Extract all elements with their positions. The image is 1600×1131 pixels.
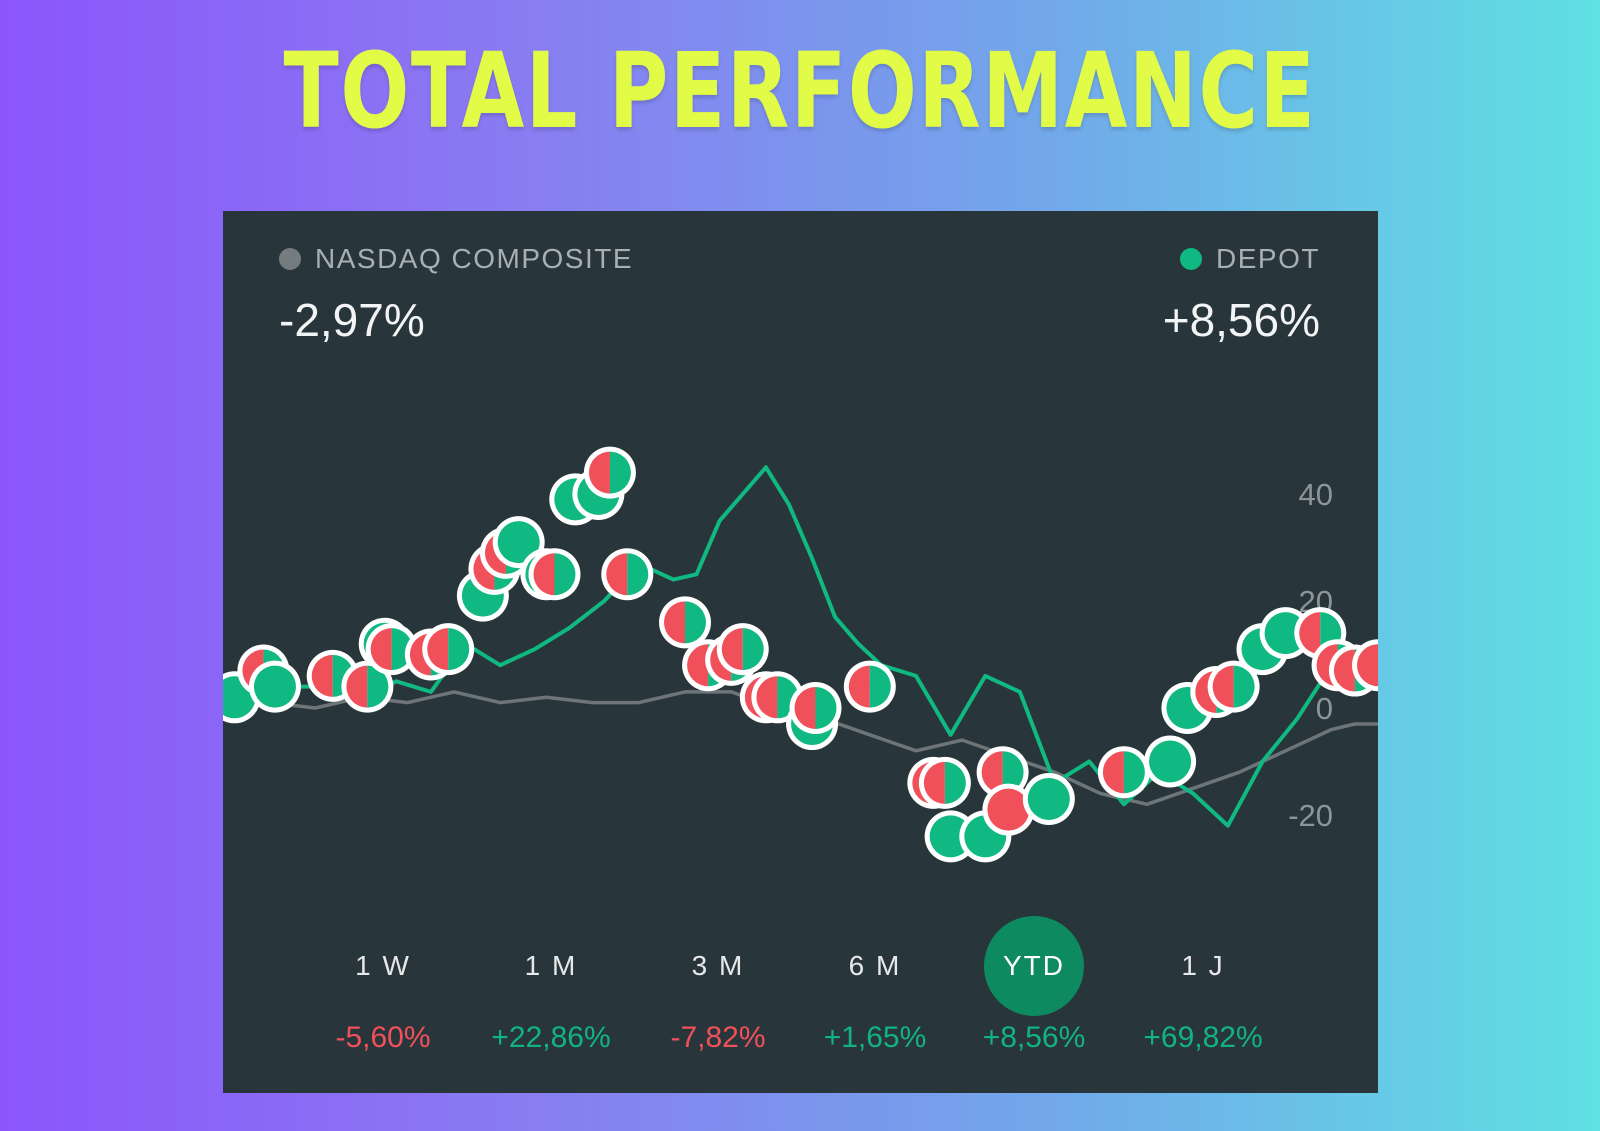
trade-marker-sell-half — [427, 628, 449, 671]
trade-marker-mixed — [1097, 746, 1150, 799]
depot-legend-label: DEPOT — [1216, 243, 1320, 274]
tab-return-ytd: +8,56% — [982, 1021, 1086, 1054]
trade-marker-sell-half — [533, 553, 555, 596]
tab-1m[interactable]: 1 M — [524, 950, 578, 981]
trade-marker-fill — [253, 665, 296, 708]
trade-marker-mixed — [583, 446, 636, 499]
trade-marker-buy-half — [448, 628, 470, 671]
trade-marker-buy-half — [1002, 751, 1024, 794]
trade-marker-sell-half — [721, 628, 743, 671]
trade-marker-buy — [1022, 772, 1075, 825]
tab-1w[interactable]: 1 W — [355, 950, 411, 981]
trade-marker-sell-half — [346, 665, 368, 708]
trade-marker-mixed — [789, 682, 842, 734]
trade-marker-buy — [1144, 735, 1197, 788]
tab-return-1j: +69,82% — [1143, 1021, 1263, 1054]
legend-index: NASDAQ COMPOSITE — [279, 243, 633, 275]
trade-marker-buy-half — [815, 687, 837, 729]
trade-marker-fill — [1027, 777, 1070, 820]
trade-marker-mixed — [341, 660, 394, 713]
index-legend-dot — [279, 248, 301, 270]
trade-marker-buy-half — [609, 451, 631, 494]
trade-marker-mixed — [1352, 639, 1378, 692]
trade-marker-sell-half — [588, 451, 610, 494]
tab-ytd[interactable]: YTD — [984, 916, 1084, 1016]
trade-marker-fill — [987, 788, 1030, 831]
trade-marker-fill — [1264, 612, 1307, 655]
trade-marker-sell-half — [1357, 644, 1378, 687]
trade-marker-mixed — [1207, 660, 1260, 713]
page-headline: TOTAL PERFORMANCE — [283, 30, 1317, 152]
trade-marker-mixed — [422, 623, 475, 676]
series-line-depot — [223, 465, 1378, 828]
trade-marker-sell-half — [981, 751, 1003, 794]
tab-6m[interactable]: 6 M — [848, 950, 902, 981]
trade-marker-buy-half — [627, 553, 649, 596]
trade-marker-mixed — [601, 548, 654, 601]
tab-return-3m: -7,82% — [670, 1021, 766, 1054]
trade-marker-sell-half — [1333, 649, 1355, 692]
trade-marker-mixed — [659, 596, 711, 649]
trade-marker-sell-half — [664, 601, 685, 644]
trade-marker-buy-half — [1233, 665, 1255, 708]
legend-depot: DEPOT — [1180, 243, 1320, 275]
trade-marker-buy-half — [869, 665, 891, 708]
trade-marker-buy-half — [1123, 751, 1145, 794]
performance-card: NASDAQ COMPOSITE -2,97% DEPOT +8,56% 40 2… — [223, 211, 1378, 1093]
tab-return-1m: +22,86% — [491, 1021, 611, 1054]
trade-marker-sell-half — [1102, 751, 1124, 794]
tab-3m[interactable]: 3 M — [691, 950, 745, 981]
y-tick-label: 40 — [1299, 477, 1333, 512]
trade-marker-sell-half — [606, 553, 628, 596]
trade-marker-sell-half — [687, 644, 709, 687]
index-performance-value: -2,97% — [279, 294, 425, 346]
index-legend-label: NASDAQ COMPOSITE — [315, 243, 634, 274]
trade-marker-sell-half — [848, 665, 870, 708]
y-tick-label: -20 — [1288, 798, 1333, 833]
trade-marker-buy-half — [742, 628, 764, 671]
trade-marker-buy-half — [554, 553, 576, 596]
trade-marker-sell-half — [794, 687, 816, 729]
trade-marker-sell-half — [370, 628, 392, 671]
trade-markers — [223, 446, 1378, 863]
depot-performance-value: +8,56% — [1162, 294, 1320, 346]
trade-marker-mixed — [918, 756, 971, 809]
trade-marker-fill — [1149, 740, 1192, 783]
tab-return-6m: +1,65% — [823, 1021, 927, 1054]
trade-marker-buy — [248, 660, 301, 713]
tab-return-1w: -5,60% — [335, 1021, 431, 1054]
trade-marker-sell-half — [1212, 665, 1234, 708]
trade-marker-fill — [929, 815, 972, 858]
trade-marker-buy-half — [685, 601, 706, 644]
y-tick-label: 0 — [1316, 691, 1333, 726]
trade-marker-sell-half — [756, 676, 778, 719]
trade-marker-fill — [497, 521, 540, 564]
trade-marker-sell-half — [1299, 612, 1321, 655]
trade-marker-mixed — [843, 660, 896, 713]
tab-1j[interactable]: 1 J — [1181, 950, 1225, 981]
trade-marker-sell — [982, 783, 1035, 836]
trade-marker-mixed — [528, 548, 581, 601]
trade-marker-buy-half — [367, 665, 389, 708]
trade-marker-buy-half — [944, 761, 966, 804]
trade-marker-mixed — [716, 623, 769, 676]
trade-marker-sell-half — [311, 654, 333, 697]
depot-legend-dot — [1180, 248, 1203, 270]
trade-marker-sell-half — [923, 761, 945, 804]
